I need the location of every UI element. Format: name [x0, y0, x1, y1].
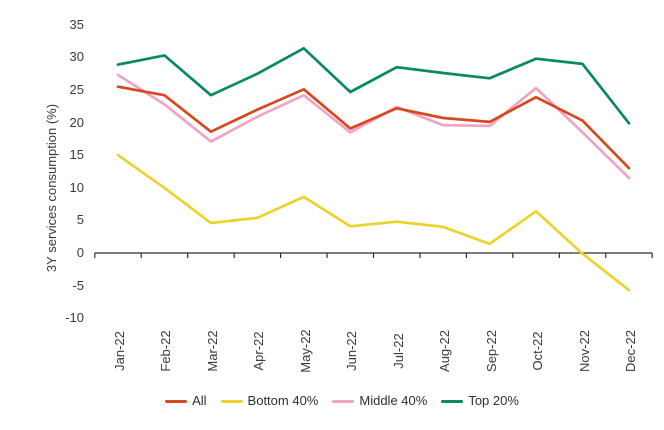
x-tick-label: Apr-22: [251, 331, 267, 371]
legend-item-all: All: [165, 391, 207, 411]
legend-label: All: [192, 393, 207, 408]
legend-item-top-20: Top 20%: [441, 391, 519, 411]
legend-swatch-middle-40: [332, 399, 355, 403]
x-tick-label: Feb-22: [158, 330, 174, 372]
legend: All Bottom 40% Middle 40% Top 20%: [40, 391, 644, 411]
x-tick-label: Jul-22: [390, 333, 406, 369]
legend-label: Middle 40%: [359, 393, 428, 408]
y-tick-label: 0: [76, 245, 84, 260]
y-tick-label: -10: [65, 310, 84, 326]
series-line-all: [116, 85, 631, 170]
x-tick-label: Sep-22: [483, 330, 499, 372]
x-tick-label: Jun-22: [344, 331, 360, 371]
legend-swatch-all: [165, 399, 188, 403]
x-tick-label: Jan-22: [112, 331, 127, 371]
x-tick-label: Dec-22: [622, 330, 638, 372]
legend-swatch-bottom-40: [220, 399, 243, 403]
series-line-middle-40: [116, 73, 631, 180]
y-tick-label: -5: [72, 277, 84, 293]
y-tick-label: 10: [69, 179, 84, 195]
y-tick-label: 35: [69, 16, 84, 32]
x-tick-label: Mar-22: [204, 330, 220, 372]
y-tick-label: 25: [69, 82, 84, 97]
legend-label: Bottom 40%: [247, 393, 319, 408]
legend-swatch-top-20: [441, 399, 464, 403]
x-tick-label: Aug-22: [437, 330, 453, 372]
x-tick-label: Nov-22: [576, 330, 592, 372]
y-tick-label: 5: [76, 212, 84, 228]
series-line-top-20: [116, 46, 631, 125]
y-tick-label: 15: [69, 147, 84, 163]
y-tick-label: 30: [69, 49, 84, 65]
x-tick-label: Oct-22: [530, 331, 546, 371]
legend-label: Top 20%: [468, 393, 519, 408]
y-tick-label: 20: [69, 114, 84, 130]
legend-item-middle-40: Middle 40%: [332, 391, 427, 411]
series-line-bottom-40: [116, 153, 631, 292]
legend-item-bottom-40: Bottom 40%: [220, 391, 319, 411]
x-tick-label: May-22: [297, 329, 313, 373]
